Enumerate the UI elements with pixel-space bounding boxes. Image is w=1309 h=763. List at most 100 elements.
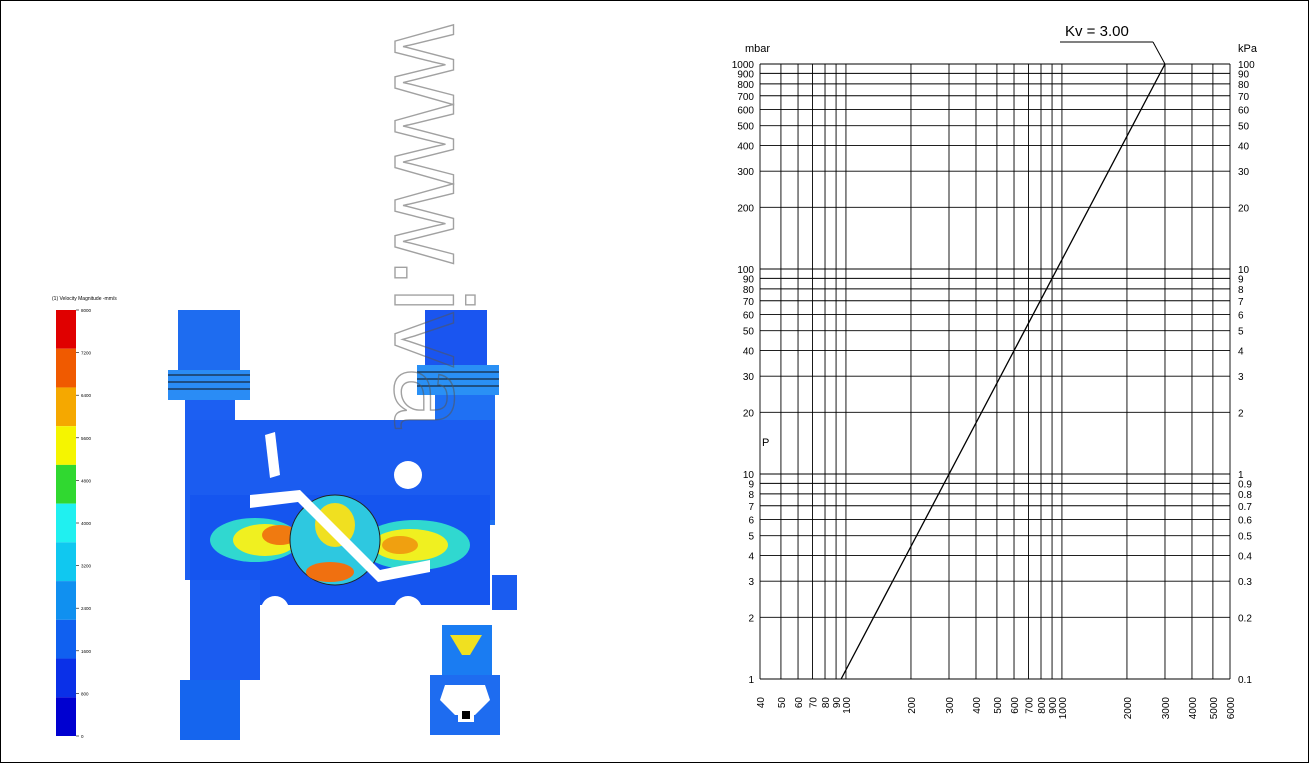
y-axis-label: P	[762, 437, 769, 449]
x-tick-label: 4000	[1188, 697, 1199, 720]
y-right-tick-label: 20	[1238, 203, 1250, 214]
y-left-tick-label: 1000	[732, 60, 755, 71]
legend-tick-label: 6400	[81, 393, 92, 398]
y-left-tick-label: 7	[748, 502, 754, 513]
y-right-tick-label: 70	[1238, 92, 1250, 103]
x-tick-label: 80	[821, 697, 832, 709]
y-left-tick-label: 900	[737, 69, 754, 80]
y-right-tick-label: 60	[1238, 105, 1250, 116]
y-right-tick-label: 0.8	[1238, 490, 1252, 501]
y-right-tick-label: 5	[1238, 327, 1244, 338]
y-right-tick-label: 9	[1238, 274, 1244, 285]
legend-swatch	[56, 426, 76, 465]
kv-annotation-leader	[1152, 41, 1166, 65]
y-left-tick-label: 40	[743, 347, 755, 358]
x-tick-label: 5000	[1209, 697, 1220, 720]
x-tick-label: 3000	[1161, 697, 1172, 720]
y-left-tick-label: 2	[748, 613, 754, 624]
legend-swatch	[56, 658, 76, 698]
kv-annotation: Kv = 3.00	[1060, 23, 1166, 65]
y-left-tick-label: 50	[743, 327, 755, 338]
kv-line-path	[840, 63, 1166, 680]
x-tick-label: 6000	[1226, 697, 1237, 720]
valve-cross-section	[168, 310, 517, 740]
legend-tick-label: 2400	[81, 606, 92, 611]
legend-title: (1) Velocity Magnitude -mm/s	[52, 296, 117, 302]
y-left-tick-label: 4	[748, 552, 754, 563]
x-tick-label: 800	[1037, 697, 1048, 714]
legend-tick-label: 8000	[81, 308, 92, 313]
x-tick-label: 400	[972, 697, 983, 714]
y-left-tick-label: 100	[737, 265, 754, 276]
y-right-tick-label: 0.5	[1238, 532, 1252, 543]
legend-swatch	[56, 697, 76, 736]
y-left-tick-label: 30	[743, 372, 755, 383]
legend-swatch	[56, 503, 76, 543]
y-left-tick-label: 700	[737, 92, 754, 103]
left-axis-unit: mbar	[745, 43, 770, 55]
y-right-tick-label: 3	[1238, 372, 1244, 383]
right-axis-unit: kPa	[1238, 43, 1258, 55]
y-left-tick-label: 10	[743, 470, 755, 481]
y-left-tick-label: 600	[737, 105, 754, 116]
y-right-tick-label: 0.3	[1238, 577, 1252, 588]
y-right-tick-label: 30	[1238, 167, 1250, 178]
x-tick-label: 100	[842, 697, 853, 714]
x-tick-label: 600	[1010, 697, 1021, 714]
flow-chart: 1234567891020304050607080901002003004005…	[732, 23, 1258, 720]
y-right-tick-label: 0.6	[1238, 515, 1252, 526]
y-right-tick-label: 8	[1238, 285, 1244, 296]
y-left-tick-label: 3	[748, 577, 754, 588]
legend-swatch	[56, 387, 76, 427]
x-tick-label: 300	[945, 697, 956, 714]
y-left-tick-label: 20	[743, 408, 755, 419]
cfd-velocity-figure: (1) Velocity Magnitude -mm/s 80007200640…	[52, 296, 517, 740]
legend-tick-label: 1600	[81, 649, 92, 654]
legend-tick-label: 4000	[81, 521, 92, 526]
x-tick-label: 900	[1048, 697, 1059, 714]
y-right-tick-label: 80	[1238, 80, 1250, 91]
kv-line	[840, 63, 1166, 680]
x-tick-label: 50	[777, 697, 788, 709]
y-right-tick-label: 0.2	[1238, 613, 1252, 624]
legend-swatch	[56, 464, 76, 504]
y-left-tick-label: 500	[737, 122, 754, 133]
y-left-tick-label: 400	[737, 142, 754, 153]
legend-swatch	[56, 348, 76, 388]
kv-annotation-text: Kv = 3.00	[1065, 23, 1129, 40]
y-right-tick-label: 0.1	[1238, 675, 1252, 686]
y-right-tick-label: 6	[1238, 310, 1244, 321]
y-right-tick-label: 0.4	[1238, 552, 1252, 563]
y-left-tick-label: 800	[737, 80, 754, 91]
y-right-tick-label: 1	[1238, 470, 1244, 481]
y-right-tick-label: 7	[1238, 297, 1244, 308]
y-left-tick-label: 1	[748, 675, 754, 686]
x-tick-label: 200	[907, 697, 918, 714]
y-left-tick-label: 5	[748, 532, 754, 543]
legend-swatch	[56, 310, 76, 349]
legend-tick-label: 800	[81, 691, 89, 696]
x-tick-label: 60	[794, 697, 805, 709]
y-left-tick-label: 8	[748, 490, 754, 501]
y-right-tick-label: 40	[1238, 142, 1250, 153]
x-tick-label: 70	[808, 697, 819, 709]
y-left-tick-label: 6	[748, 515, 754, 526]
y-right-tick-label: 10	[1238, 265, 1250, 276]
y-left-tick-label: 70	[743, 297, 755, 308]
y-left-tick-label: 300	[737, 167, 754, 178]
y-right-tick-label: 2	[1238, 408, 1244, 419]
x-tick-label: 700	[1024, 697, 1035, 714]
y-left-tick-label: 90	[743, 274, 755, 285]
velocity-legend: (1) Velocity Magnitude -mm/s 80007200640…	[52, 296, 117, 739]
legend-tick-label: 4800	[81, 478, 92, 483]
y-left-tick-label: 9	[748, 479, 754, 490]
legend-tick-label: 0	[81, 734, 84, 739]
y-right-tick-label: 4	[1238, 347, 1244, 358]
y-right-tick-label: 0.7	[1238, 502, 1252, 513]
x-tick-label: 1000	[1058, 697, 1069, 720]
legend-tick-label: 7200	[81, 351, 92, 356]
x-tick-label: 500	[993, 697, 1004, 714]
legend-swatch	[56, 542, 76, 582]
